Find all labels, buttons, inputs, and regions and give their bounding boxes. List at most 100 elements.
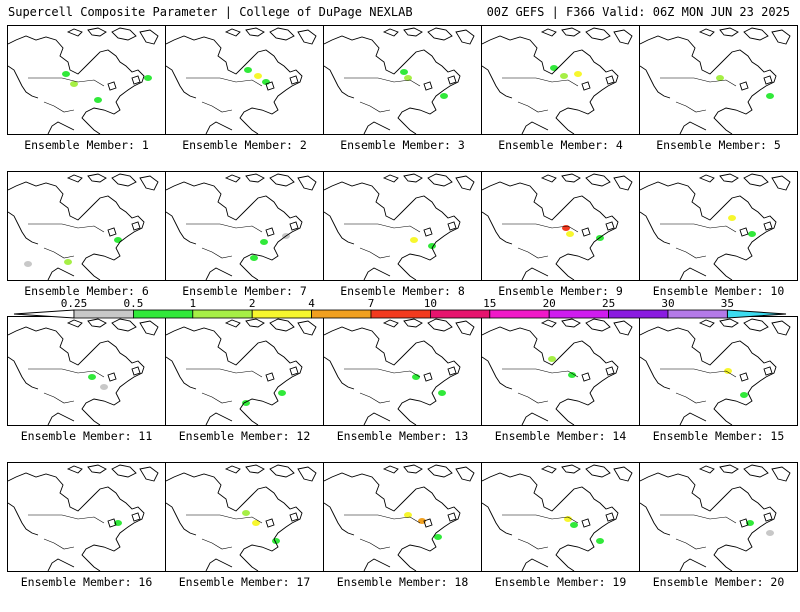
scp-shading	[242, 510, 250, 516]
ensemble-panel-3: Ensemble Member: 3	[323, 25, 482, 175]
member-label: Ensemble Member: 14	[494, 429, 627, 443]
scp-shading	[410, 237, 418, 243]
coastline	[698, 174, 715, 183]
scp-shading	[434, 534, 442, 540]
coastline	[423, 227, 433, 237]
coastline	[269, 27, 295, 41]
country-border	[201, 392, 233, 404]
coastline	[205, 121, 233, 134]
coastline	[107, 372, 117, 382]
ensemble-panel-5: Ensemble Member: 5	[639, 25, 798, 175]
country-border	[502, 77, 579, 87]
colorbar-bin	[251, 309, 312, 319]
coastline	[640, 356, 671, 390]
coastline	[771, 175, 791, 191]
coastline	[482, 211, 513, 245]
scp-shading	[596, 538, 604, 544]
member-label: Ensemble Member: 18	[336, 575, 469, 589]
coastline	[561, 318, 581, 328]
coastline	[763, 366, 773, 376]
coastline	[205, 558, 233, 571]
country-border	[359, 101, 391, 113]
coastline	[245, 173, 265, 183]
coastline	[166, 181, 303, 280]
country-border	[660, 514, 737, 524]
ensemble-panel-17: Ensemble Member: 17	[165, 462, 324, 612]
ensemble-panel-4: Ensemble Member: 4	[481, 25, 640, 175]
member-label: Ensemble Member: 8	[340, 284, 465, 298]
colorbar-tick-label: 10	[424, 297, 437, 310]
color-scale-legend: 0.25 0.5 1 2 4 7 10 15 20 25 30 35	[13, 297, 787, 319]
coastline	[324, 472, 461, 571]
colorbar-tick-label: 35	[721, 297, 734, 310]
coastline	[561, 464, 581, 474]
coastline	[613, 466, 633, 482]
scp-shading	[278, 390, 286, 396]
coastline	[166, 65, 197, 99]
colorbar-max-arrow	[726, 309, 787, 319]
coastline	[613, 29, 633, 45]
country-border	[28, 514, 105, 524]
coastline	[66, 174, 83, 183]
coastline	[521, 267, 549, 280]
scp-shading	[766, 93, 774, 99]
coastline	[166, 502, 197, 536]
coastline	[613, 175, 633, 191]
coastline	[131, 75, 141, 85]
coastline	[269, 464, 295, 478]
coastline	[482, 181, 619, 280]
coastline	[166, 472, 303, 571]
coastline	[585, 27, 611, 41]
coastline	[719, 318, 739, 328]
colorbar-tick-label: 1	[189, 297, 196, 310]
member-label: Ensemble Member: 15	[652, 429, 785, 443]
scp-map-member-17	[165, 462, 324, 572]
coastline	[423, 518, 433, 528]
coastline	[363, 121, 391, 134]
coastline	[482, 35, 619, 134]
coastline	[131, 221, 141, 231]
colorbar-tick-label: 20	[543, 297, 556, 310]
coastline	[640, 472, 777, 571]
scp-shading	[716, 75, 724, 81]
coastline	[131, 512, 141, 522]
country-border	[43, 538, 75, 550]
coastline	[447, 512, 457, 522]
coastline	[427, 464, 453, 478]
scp-shading	[404, 75, 412, 81]
country-border	[502, 223, 579, 233]
coastline	[482, 472, 619, 571]
coastline	[540, 28, 557, 37]
country-border	[660, 368, 737, 378]
coastline	[66, 28, 83, 37]
scp-map-member-14	[481, 316, 640, 426]
coastline	[324, 211, 355, 245]
coastline	[540, 174, 557, 183]
member-label: Ensemble Member: 16	[20, 575, 153, 589]
coastline	[166, 326, 303, 425]
coastline	[8, 326, 145, 425]
coastline	[605, 221, 615, 231]
scp-map-member-6	[7, 171, 166, 281]
coastline	[224, 319, 241, 328]
ensemble-panel-18: Ensemble Member: 18	[323, 462, 482, 612]
colorbar-bin	[608, 309, 669, 319]
country-border	[201, 101, 233, 113]
country-border	[517, 247, 549, 259]
coastline	[66, 319, 83, 328]
coastline	[297, 320, 317, 336]
coastline	[640, 326, 777, 425]
ensemble-panel-16: Ensemble Member: 16	[7, 462, 166, 612]
scp-shading	[254, 73, 262, 79]
coastline	[166, 211, 197, 245]
coastline	[427, 27, 453, 41]
coastline	[363, 558, 391, 571]
member-label: Ensemble Member: 12	[178, 429, 311, 443]
country-border	[660, 77, 737, 87]
coastline	[289, 512, 299, 522]
coastline	[111, 27, 137, 41]
scp-shading	[62, 71, 70, 77]
coastline	[739, 372, 749, 382]
coastline	[739, 227, 749, 237]
coastline	[423, 372, 433, 382]
